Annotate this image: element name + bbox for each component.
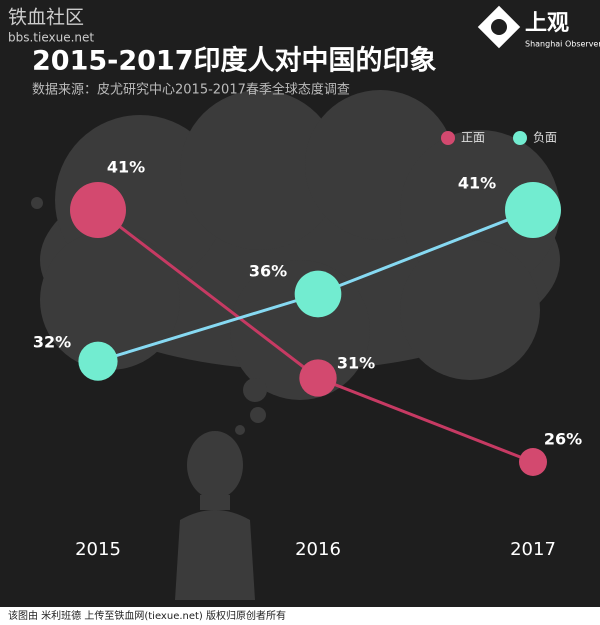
bubble <box>519 448 547 476</box>
watermark-url: bbs.tiexue.net <box>8 31 94 45</box>
cloud <box>31 90 560 435</box>
legend-swatch <box>441 131 455 145</box>
logo-title: 上观 <box>525 11 569 36</box>
watermark-title: 铁血社区 <box>8 7 84 29</box>
bubble <box>70 182 126 238</box>
value-label: 26% <box>544 430 582 449</box>
bubble <box>294 270 342 318</box>
legend-label: 负面 <box>533 131 557 145</box>
value-label: 32% <box>33 333 71 352</box>
x-tick-label: 2017 <box>510 539 556 560</box>
logo-icon <box>491 19 507 35</box>
footer: 该图由 米利班德 上传至铁血网(tiexue.net) 版权归原创者所有 <box>8 609 286 622</box>
x-tick-label: 2016 <box>295 539 341 560</box>
value-label: 31% <box>337 354 375 373</box>
legend-label: 正面 <box>461 131 485 145</box>
value-label: 41% <box>107 158 145 177</box>
bubble <box>78 341 118 381</box>
bubble <box>299 359 337 397</box>
logo-subtitle: Shanghai Observer <box>525 40 600 49</box>
footer-bar <box>0 607 600 625</box>
person <box>175 431 255 600</box>
chart-subtitle: 数据来源：皮尤研究中心2015-2017春季全球态度调查 <box>32 82 350 98</box>
x-tick-label: 2015 <box>75 539 121 560</box>
chart-title: 2015-2017印度人对中国的印象 <box>32 45 437 77</box>
value-label: 41% <box>458 174 496 193</box>
legend-swatch <box>513 131 527 145</box>
bubble <box>505 182 561 238</box>
value-label: 36% <box>249 262 287 281</box>
